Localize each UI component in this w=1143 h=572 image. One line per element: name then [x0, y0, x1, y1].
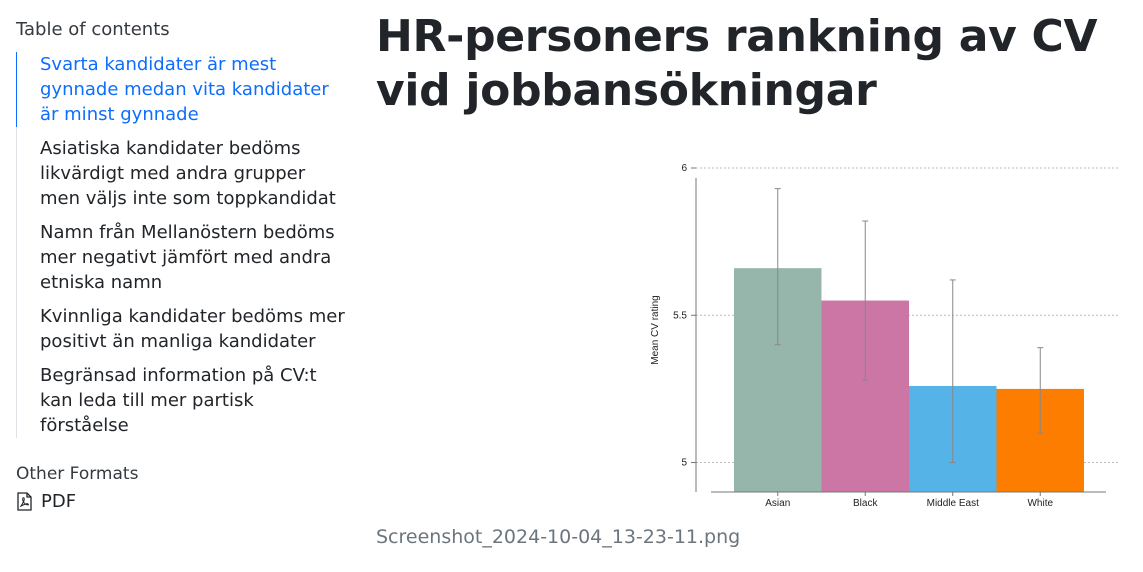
- x-tick-label: Black: [853, 498, 878, 509]
- x-tick-label: Asian: [765, 498, 790, 509]
- x-tick-label: Middle East: [927, 498, 979, 509]
- x-tick-label: White: [1027, 498, 1053, 509]
- toc-item-kvinnliga[interactable]: Kvinnliga kandidater bedöms mer positivt…: [40, 306, 345, 352]
- y-tick-label: 5: [681, 458, 687, 469]
- y-axis-label: Mean CV rating: [650, 295, 661, 364]
- main-content: HR-personers rankning av CV vid jobbansö…: [376, 10, 1136, 548]
- pdf-label: PDF: [41, 491, 77, 512]
- pdf-link[interactable]: PDF: [16, 491, 346, 512]
- other-formats-title: Other Formats: [16, 464, 139, 484]
- table-of-contents: Table of contents Svarta kandidater är m…: [16, 18, 346, 512]
- file-pdf-icon: [17, 492, 32, 511]
- toc-item-svarta[interactable]: Svarta kandidater är mest gynnade medan …: [16, 52, 346, 127]
- toc-title: Table of contents: [16, 19, 170, 40]
- toc-list: Svarta kandidater är mest gynnade medan …: [16, 52, 346, 438]
- image-caption: Screenshot_2024-10-04_13-23-11.png: [376, 526, 741, 548]
- toc-item-begransad[interactable]: Begränsad information på CV:t kan leda t…: [40, 365, 317, 436]
- page-title: HR-personers rankning av CV vid jobbansö…: [376, 11, 1098, 116]
- y-tick-label: 5.5: [673, 310, 687, 321]
- toc-item-asiatiska[interactable]: Asiatiska kandidater bedöms likvärdigt m…: [40, 138, 336, 209]
- y-tick-label: 6: [681, 163, 687, 174]
- toc-item-mellanostern[interactable]: Namn från Mellanöstern bedöms mer negati…: [40, 222, 335, 293]
- bar-chart: 5 5.5 6 Mean CV rating Asian Black Middle East…: [650, 163, 1118, 509]
